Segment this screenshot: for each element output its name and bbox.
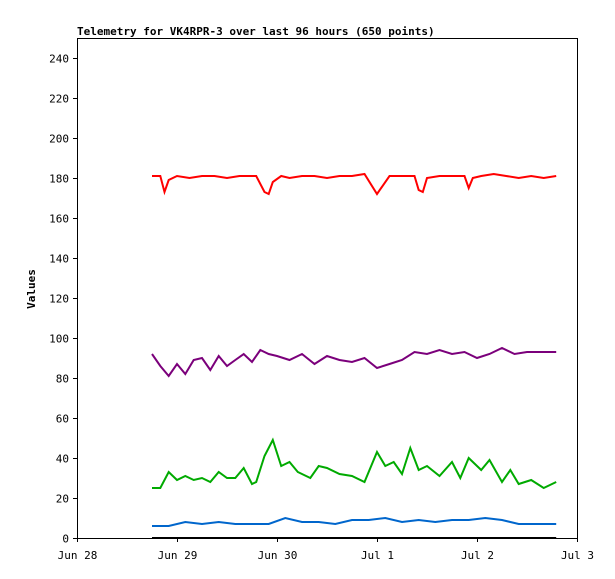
series-layer	[151, 172, 557, 539]
chart-title: Telemetry for VK4RPR-3 over last 96 hour…	[77, 25, 435, 38]
series-line-0	[152, 172, 557, 196]
y-tick-label: 140	[49, 253, 69, 266]
y-axis-label: Values	[25, 269, 38, 309]
x-tick-label: Jul 3	[561, 549, 594, 562]
series-line-3	[152, 516, 557, 527]
y-tick-label: 200	[49, 133, 69, 146]
y-tick-label: 240	[49, 53, 69, 66]
x-tick-label: Jun 30	[258, 549, 298, 562]
x-tick-label: Jun 29	[158, 549, 198, 562]
y-tick-label: 20	[56, 493, 69, 506]
y-tick-label: 40	[56, 453, 69, 466]
series-line-2	[152, 437, 557, 490]
y-tick-label: 120	[49, 293, 69, 306]
y-tick-label: 180	[49, 173, 69, 186]
y-tick-label: 60	[56, 413, 69, 426]
y-tick-label: 160	[49, 213, 69, 226]
y-tick-label: 80	[56, 373, 69, 386]
y-tick-label: 220	[49, 93, 69, 106]
x-tick-label: Jul 1	[361, 549, 394, 562]
x-axis: Jun 28 Jun 29 Jun 30 Jul 1 Jul 2 Jul 3	[58, 538, 594, 562]
series-line-1	[151, 346, 557, 378]
x-tick-label: Jun 28	[58, 549, 98, 562]
y-axis: 0 20 40 60 80 100 120 140 160 180 200 220 240	[49, 53, 77, 546]
y-tick-label: 100	[49, 333, 69, 346]
x-tick-label: Jul 2	[461, 549, 494, 562]
y-tick-label: 0	[62, 533, 69, 546]
plot-area	[77, 38, 578, 539]
